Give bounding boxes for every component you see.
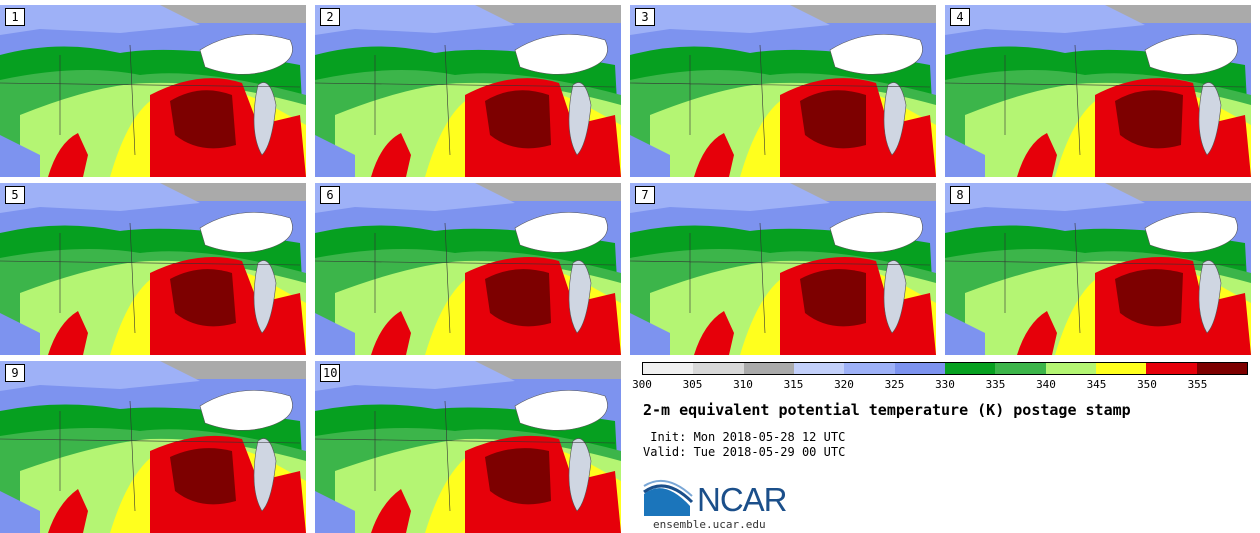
ncar-logo-text: NCAR bbox=[697, 481, 788, 518]
colorbar bbox=[642, 362, 1248, 375]
colorbar-tick-label: 345 bbox=[1086, 378, 1107, 391]
colorbar-ticks: 300 305 310 315 320 325 330 335 340 345 350 355 bbox=[632, 378, 1248, 392]
map-field bbox=[315, 183, 621, 355]
panel-number-label: 6 bbox=[320, 186, 340, 204]
colorbar-tick-label: 340 bbox=[1036, 378, 1056, 391]
colorbar-tick-label: 305 bbox=[682, 378, 703, 391]
colorbar-tick-label: 320 bbox=[834, 378, 854, 391]
colorbar-segment bbox=[844, 363, 895, 374]
figure-title: 2-m equivalent potential temperature (K)… bbox=[643, 401, 1131, 419]
colorbar-segment bbox=[743, 363, 794, 374]
map-panel: 7 bbox=[630, 183, 936, 355]
map-field bbox=[315, 5, 621, 177]
colorbar-tick-label: 325 bbox=[884, 378, 905, 391]
colorbar-segment bbox=[944, 363, 996, 374]
init-time: Init: Mon 2018-05-28 12 UTC bbox=[643, 430, 846, 444]
map-panel: 8 bbox=[945, 183, 1251, 355]
colorbar-tick-label: 315 bbox=[783, 378, 804, 391]
panel-number-label: 9 bbox=[5, 364, 25, 382]
map-panel: 3 bbox=[630, 5, 936, 177]
map-panel: 6 bbox=[315, 183, 621, 355]
map-panel: 5 bbox=[0, 183, 306, 355]
colorbar-segment bbox=[793, 363, 845, 374]
colorbar-segment bbox=[894, 363, 945, 374]
map-field bbox=[0, 183, 306, 355]
colorbar-segment bbox=[995, 363, 1046, 374]
valid-time: Valid: Tue 2018-05-29 00 UTC bbox=[643, 445, 846, 459]
map-field bbox=[630, 5, 936, 177]
colorbar-segment bbox=[1196, 363, 1247, 374]
colorbar-segment bbox=[643, 363, 694, 374]
panel-number-label: 5 bbox=[5, 186, 25, 204]
colorbar-segment bbox=[693, 363, 744, 374]
panel-number-label: 3 bbox=[635, 8, 655, 26]
map-field bbox=[630, 183, 936, 355]
ncar-logo-icon bbox=[643, 479, 694, 516]
colorbar-segment bbox=[1045, 363, 1096, 374]
colorbar-tick-label: 330 bbox=[935, 378, 955, 391]
logo-url: ensemble.ucar.edu bbox=[653, 518, 766, 531]
colorbar-tick-label: 310 bbox=[733, 378, 753, 391]
colorbar-tick-label: 350 bbox=[1137, 378, 1157, 391]
panel-number-label: 7 bbox=[635, 186, 655, 204]
map-field bbox=[945, 183, 1251, 355]
panel-number-label: 1 bbox=[5, 8, 25, 26]
map-field bbox=[0, 5, 306, 177]
panel-number-label: 4 bbox=[950, 8, 970, 26]
map-panel: 2 bbox=[315, 5, 621, 177]
map-field bbox=[315, 361, 621, 533]
colorbar-segment bbox=[1095, 363, 1147, 374]
map-field bbox=[0, 361, 306, 533]
colorbar-tick-label: 300 bbox=[632, 378, 652, 391]
colorbar-segment bbox=[1146, 363, 1197, 374]
panel-number-label: 10 bbox=[320, 364, 341, 382]
map-field bbox=[945, 5, 1251, 177]
panel-number-label: 2 bbox=[320, 8, 340, 26]
map-panel: 1 bbox=[0, 5, 306, 177]
map-panel: 9 bbox=[0, 361, 306, 533]
map-panel: 10 bbox=[315, 361, 621, 533]
colorbar-tick-label: 355 bbox=[1187, 378, 1208, 391]
colorbar-tick-label: 335 bbox=[985, 378, 1006, 391]
panel-number-label: 8 bbox=[950, 186, 970, 204]
map-panel: 4 bbox=[945, 5, 1251, 177]
